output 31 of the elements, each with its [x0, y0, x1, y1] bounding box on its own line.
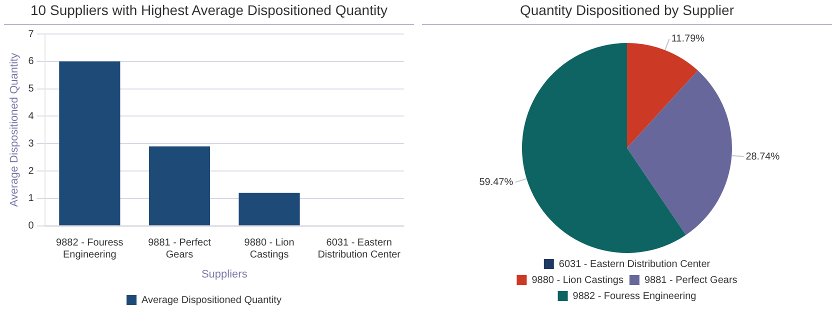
y-tick-label: 6: [28, 56, 34, 68]
chart-title: Quantity Dispositioned by Supplier: [422, 0, 832, 25]
x-axis-title: Suppliers: [201, 268, 248, 280]
category-label: Castings: [250, 250, 289, 261]
y-tick-label: 4: [28, 110, 34, 122]
y-axis-title: Average Dispositioned Quantity: [8, 52, 21, 207]
chart-title: 10 Suppliers with Highest Average Dispositioned Quantity: [4, 0, 414, 25]
y-tick-label: 2: [28, 166, 34, 177]
legend-label: 9881 - Perfect Gears: [644, 274, 738, 286]
y-tick-label: 5: [28, 84, 34, 95]
category-label: Gears: [166, 250, 194, 261]
bar: [59, 61, 120, 226]
data-label: 11.79%: [671, 34, 705, 45]
category-label: 9880 - Lion: [244, 238, 294, 249]
y-tick-label: 1: [28, 193, 34, 204]
legend-label: 9882 - Fouress Engineering: [572, 290, 696, 302]
y-tick-label: 7: [28, 28, 34, 40]
category-label: 6031 - Eastern: [326, 238, 392, 249]
legend-label: Average Dispositioned Quantity: [142, 294, 282, 306]
data-label: 28.74%: [746, 151, 780, 162]
bar: [238, 192, 300, 226]
data-label: 59.47%: [479, 177, 514, 188]
category-label: Distribution Center: [318, 250, 400, 261]
y-tick-label: 0: [28, 220, 34, 232]
category-label: Engineering: [62, 250, 116, 261]
bar: [148, 146, 210, 226]
category-label: 9882 - Fouress: [56, 238, 124, 249]
legend-label: 9880 - Lion Castings: [532, 274, 624, 286]
y-tick-label: 3: [28, 138, 34, 150]
legend-label: 6031 - Eastern Distribution Center: [558, 258, 711, 270]
category-label: 9881 - Perfect: [148, 238, 211, 249]
